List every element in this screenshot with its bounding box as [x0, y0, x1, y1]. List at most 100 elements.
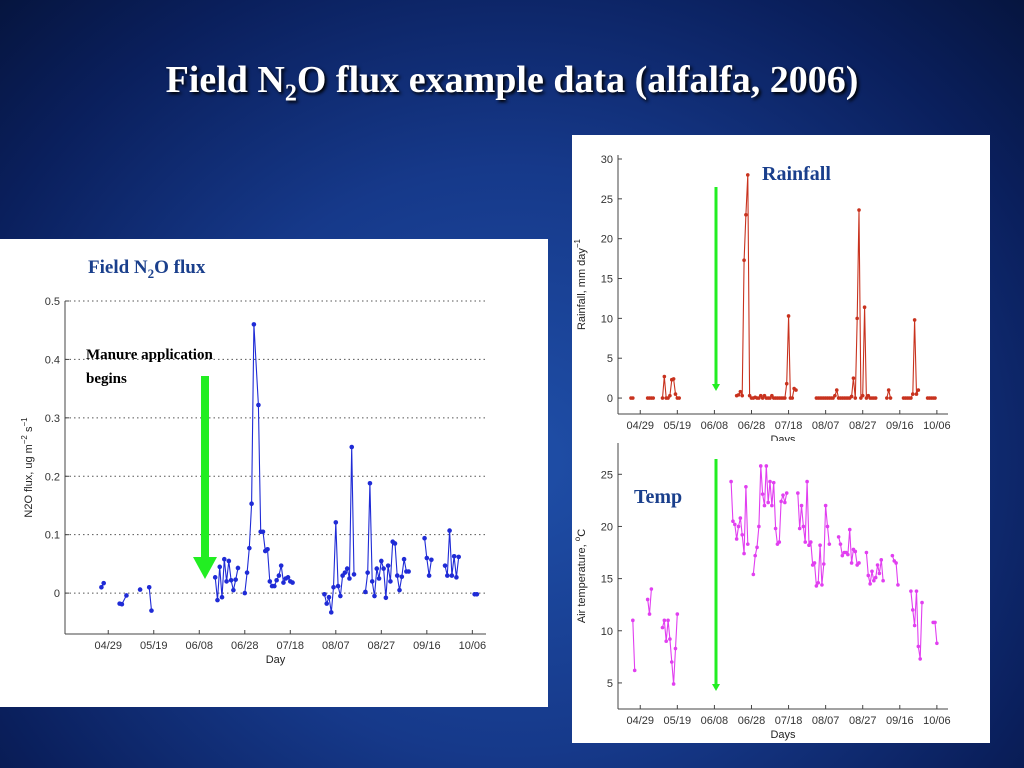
series-line — [736, 174, 797, 400]
data-point — [836, 535, 841, 539]
data-point — [285, 575, 291, 580]
data-point — [99, 584, 104, 590]
data-point — [912, 318, 917, 322]
data-point — [918, 657, 922, 661]
y-axis-label: Rainfall, mm day−1 — [573, 238, 588, 330]
x-tick-label: 08/27 — [849, 715, 877, 727]
y-tick-label: 0 — [607, 393, 613, 405]
x-tick-label: 07/18 — [775, 715, 803, 727]
series-line — [244, 324, 293, 594]
data-point — [896, 583, 900, 587]
series-line — [730, 481, 749, 554]
data-point — [226, 558, 232, 564]
data-point — [388, 579, 393, 584]
data-point — [888, 396, 893, 400]
data-point — [838, 542, 843, 546]
data-point — [784, 381, 789, 386]
y-tick-label: 10 — [601, 626, 613, 638]
manure-arrow-shaft — [714, 459, 718, 684]
x-tick-label: 04/29 — [94, 640, 122, 652]
data-point — [101, 580, 106, 586]
data-point — [851, 376, 856, 380]
data-point — [351, 572, 357, 577]
data-point — [668, 393, 672, 398]
data-point — [886, 388, 891, 392]
data-point — [794, 388, 798, 392]
data-point — [755, 545, 759, 550]
data-point — [744, 212, 748, 217]
data-point — [673, 392, 678, 396]
data-point — [369, 579, 375, 584]
data-point — [894, 561, 898, 565]
series-line — [661, 376, 680, 399]
data-point — [631, 396, 635, 400]
data-point — [224, 579, 229, 584]
data-point — [734, 537, 739, 541]
y-tick-label: 25 — [601, 469, 613, 481]
data-point — [814, 584, 819, 588]
data-point — [786, 314, 791, 318]
data-point — [381, 566, 386, 571]
series-line — [903, 319, 919, 399]
data-point — [124, 593, 129, 598]
series-line — [838, 529, 860, 567]
data-point — [729, 479, 733, 484]
data-point — [916, 644, 921, 649]
x-tick-label: 09/16 — [413, 640, 441, 652]
data-point — [909, 396, 913, 400]
x-tick-label: 06/28 — [738, 715, 766, 727]
data-point — [783, 396, 787, 400]
data-point — [256, 402, 261, 408]
data-point — [322, 591, 327, 597]
y-tick-label: 0.3 — [45, 413, 60, 425]
data-point — [442, 563, 448, 568]
data-point — [738, 516, 743, 520]
y-tick-label: 10 — [601, 313, 613, 325]
data-point — [474, 591, 480, 597]
y-tick-label: 0.5 — [45, 296, 60, 308]
data-point — [818, 543, 822, 548]
data-point — [326, 594, 332, 600]
data-point — [849, 561, 854, 565]
data-point — [383, 595, 389, 601]
data-point — [766, 500, 770, 505]
data-point — [671, 682, 676, 686]
data-point — [801, 524, 806, 529]
data-point — [406, 569, 411, 574]
data-point — [849, 394, 854, 399]
data-point — [866, 573, 871, 578]
x-tick-label: 09/16 — [886, 420, 914, 432]
manure-note-line2: begins — [86, 371, 127, 387]
data-point — [385, 563, 391, 568]
data-point — [235, 565, 241, 571]
x-tick-label: 08/27 — [849, 420, 877, 432]
x-tick-label: 07/18 — [775, 420, 803, 432]
series-line — [816, 209, 876, 400]
data-point — [451, 554, 457, 559]
x-tick-label: 10/06 — [923, 715, 951, 727]
data-point — [215, 597, 220, 603]
data-point — [645, 597, 650, 602]
data-point — [803, 540, 808, 544]
data-point — [740, 393, 745, 398]
x-tick-label: 05/19 — [664, 715, 692, 727]
data-point — [664, 639, 669, 643]
data-point — [445, 573, 450, 578]
data-point — [651, 396, 656, 400]
data-point — [247, 545, 252, 551]
data-point — [738, 389, 743, 394]
x-axis-label: Day — [266, 654, 286, 666]
data-point — [426, 573, 432, 578]
data-point — [742, 258, 746, 262]
x-tick-label: 06/08 — [701, 715, 729, 727]
data-point — [809, 540, 813, 544]
data-point — [864, 550, 869, 555]
y-tick-label: 20 — [601, 521, 613, 533]
data-point — [872, 578, 876, 583]
data-point — [875, 563, 880, 567]
data-point — [260, 529, 266, 535]
y-tick-label: 0.2 — [45, 471, 60, 483]
data-point — [797, 526, 802, 531]
data-point — [760, 492, 765, 496]
n2o-flux-panel: 0 0.1 0.2 0.3 0.4 0.5 04/29 05/19 06/08 06/28 07/1… — [0, 239, 548, 707]
